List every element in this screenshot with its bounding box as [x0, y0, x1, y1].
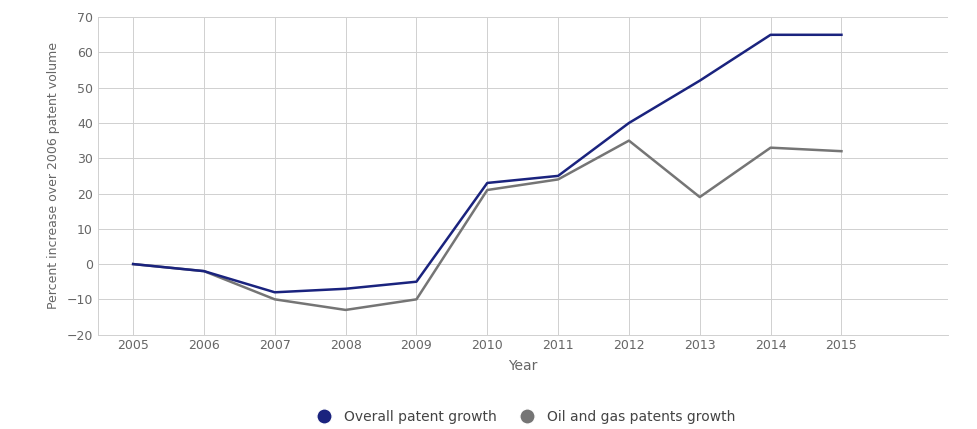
X-axis label: Year: Year — [508, 360, 537, 373]
Legend: Overall patent growth, Oil and gas patents growth: Overall patent growth, Oil and gas paten… — [305, 404, 741, 429]
Y-axis label: Percent increase over 2006 patent volume: Percent increase over 2006 patent volume — [47, 42, 60, 309]
